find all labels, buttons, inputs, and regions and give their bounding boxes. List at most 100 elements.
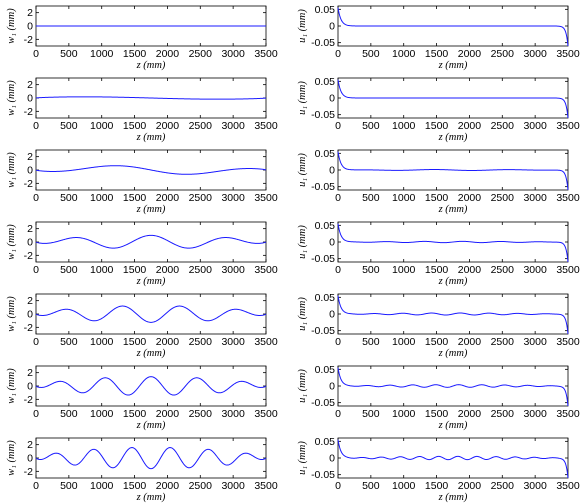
subplot-6-w: 0 500 1000 1500 2000 2500 3000 3500 -20 2 z (mm) w₁…: [6, 365, 278, 431]
x-tick-label: 1000: [90, 264, 114, 276]
y-tick-label: 0: [27, 309, 33, 321]
y-axis-label: w₁ (mm): [6, 368, 17, 404]
x-tick-label: 1000: [90, 48, 114, 60]
x-tick-label: 3500: [254, 264, 278, 276]
y-axis-label: u₁ (mm): [297, 153, 308, 187]
y-axis-label: u₁ (mm): [297, 441, 308, 475]
y-axis-label: u₁ (mm): [297, 225, 308, 259]
x-tick-label: 1000: [90, 120, 114, 132]
series-line: [337, 223, 569, 263]
y-tick-label: 0: [329, 309, 335, 321]
x-axis-label: z (mm): [136, 492, 166, 503]
series-line: [35, 234, 267, 249]
x-tick-label: 1000: [392, 120, 416, 132]
x-tick-label: 2500: [491, 264, 515, 276]
y-tick-label: 0.05: [315, 292, 336, 304]
x-tick-label: 2000: [156, 480, 180, 492]
subplot-3-u: 0 500 1000 1500 2000 2500 3000 3500-0.0500.05z …: [297, 148, 580, 215]
x-tick-label: 3500: [556, 336, 580, 348]
x-axis-label: z (mm): [136, 420, 166, 431]
y-tick-label: 0: [27, 237, 33, 249]
plot-frame: [35, 437, 267, 479]
x-tick-label: 0: [33, 264, 39, 276]
x-tick-label: 1000: [392, 336, 416, 348]
x-tick-label: 0: [335, 264, 341, 276]
x-tick-label: 500: [362, 480, 380, 492]
y-tick-label: 0: [329, 21, 335, 33]
x-tick-label: 3500: [254, 120, 278, 132]
y-axis-label: w₁ (mm): [6, 152, 17, 188]
x-tick-label: 1500: [123, 48, 147, 60]
x-tick-label: 3500: [556, 192, 580, 204]
x-tick-label: 1000: [392, 192, 416, 204]
x-tick-label: 2000: [458, 264, 482, 276]
y-tick-label: -2: [24, 250, 33, 262]
y-axis-label: u₁ (mm): [297, 369, 308, 403]
subplot-5-u: 0 500 1000 1500 2000 2500 3000 3500-0.0500.05z …: [297, 292, 580, 359]
y-tick-label: -2: [24, 106, 33, 118]
x-tick-label: 2500: [189, 264, 213, 276]
x-tick-label: 3500: [556, 48, 580, 60]
x-tick-label: 3500: [254, 480, 278, 492]
x-tick-label: 3000: [221, 408, 245, 420]
x-tick-label: 1500: [425, 120, 449, 132]
x-tick-label: 500: [60, 480, 78, 492]
y-tick-label: 0: [329, 453, 335, 465]
x-tick-label: 0: [335, 408, 341, 420]
x-tick-label: 1500: [425, 480, 449, 492]
x-tick-label: 1500: [123, 480, 147, 492]
y-tick-label: 0: [27, 453, 33, 465]
x-tick-label: 2500: [189, 408, 213, 420]
x-tick-label: 2000: [156, 264, 180, 276]
x-tick-label: 500: [362, 192, 380, 204]
y-tick-label: 0: [27, 381, 33, 393]
y-tick-label: 0.05: [315, 4, 336, 16]
y-tick-label: -0.05: [311, 253, 335, 265]
x-tick-label: 3500: [254, 336, 278, 348]
y-tick-label: -0.05: [311, 109, 335, 121]
x-tick-label: 0: [335, 120, 341, 132]
series-line: [337, 7, 569, 47]
x-axis-label: z (mm): [438, 492, 468, 503]
x-tick-label: 3500: [254, 48, 278, 60]
x-tick-label: 500: [60, 192, 78, 204]
x-tick-label: 0: [33, 120, 39, 132]
x-tick-label: 0: [335, 336, 341, 348]
x-tick-label: 1500: [425, 336, 449, 348]
subplot-4-u: 0 500 1000 1500 2000 2500 3000 3500-0.0500.05z …: [297, 220, 580, 287]
x-tick-label: 0: [33, 480, 39, 492]
x-tick-label: 1000: [90, 480, 114, 492]
x-axis-label: z (mm): [438, 420, 468, 431]
x-tick-label: 1000: [392, 408, 416, 420]
y-tick-label: -0.05: [311, 181, 335, 193]
y-tick-label: 0.05: [315, 364, 336, 376]
x-tick-label: 2000: [458, 192, 482, 204]
x-tick-label: 2000: [458, 336, 482, 348]
subplot-2-u: 0 500 1000 1500 2000 2500 3000 3500-0.0500.05z …: [297, 76, 580, 143]
y-tick-label: 0.05: [315, 148, 336, 160]
x-tick-label: 3500: [556, 120, 580, 132]
x-tick-label: 2500: [491, 192, 515, 204]
y-axis-label: u₁ (mm): [297, 297, 308, 331]
series-line: [337, 151, 569, 191]
x-axis-label: z (mm): [136, 348, 166, 359]
y-axis-label: w₁ (mm): [6, 8, 17, 44]
x-tick-label: 1500: [123, 264, 147, 276]
x-tick-label: 2500: [189, 336, 213, 348]
x-tick-label: 2000: [458, 48, 482, 60]
x-tick-label: 0: [33, 48, 39, 60]
plot-frame: [35, 365, 267, 407]
x-tick-label: 1500: [425, 192, 449, 204]
x-tick-label: 2000: [458, 120, 482, 132]
x-tick-label: 3000: [221, 480, 245, 492]
y-tick-label: 0: [329, 381, 335, 393]
y-tick-label: 2: [27, 367, 33, 379]
y-tick-label: -2: [24, 34, 33, 46]
x-tick-label: 1000: [392, 48, 416, 60]
series-line: [35, 305, 267, 323]
x-tick-label: 500: [362, 120, 380, 132]
x-tick-label: 3000: [221, 192, 245, 204]
x-tick-label: 3500: [254, 192, 278, 204]
x-tick-label: 500: [362, 48, 380, 60]
subplot-7-w: 0 500 1000 1500 2000 2500 3000 3500 -20 2 z (mm) w₁…: [6, 437, 278, 503]
